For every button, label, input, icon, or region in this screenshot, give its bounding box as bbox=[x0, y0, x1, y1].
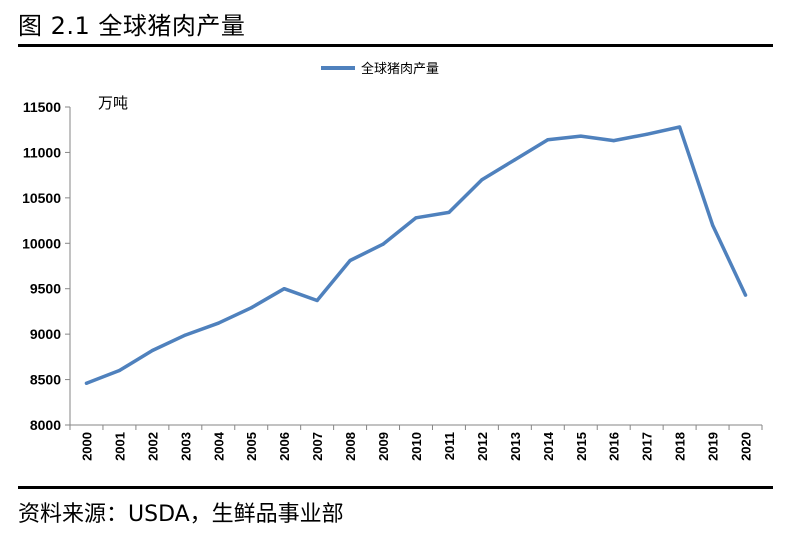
top-rule bbox=[18, 44, 773, 47]
data-point bbox=[480, 178, 484, 182]
x-tick-label: 2015 bbox=[574, 432, 589, 461]
line-chart: 8000 8500 9000 9500 10000 10500 11000 11500 200… bbox=[22, 61, 763, 461]
series-group bbox=[84, 125, 748, 385]
data-point bbox=[447, 210, 451, 214]
x-tick-label: 2018 bbox=[673, 432, 688, 461]
data-point bbox=[579, 134, 583, 138]
x-tick-label: 2020 bbox=[739, 432, 754, 461]
y-tick-label: 10000 bbox=[22, 235, 61, 251]
y-tick-label: 9500 bbox=[30, 281, 61, 297]
data-point bbox=[743, 293, 748, 297]
x-tick-labels: 2000 2001 2002 2003 2004 2005 2006 2007 2008 2009… bbox=[79, 431, 753, 461]
y-tick-label: 8000 bbox=[30, 417, 61, 433]
x-tick-label: 2008 bbox=[343, 432, 358, 461]
y-unit-label: 万吨 bbox=[98, 95, 128, 112]
data-point bbox=[348, 258, 352, 263]
chart-legend: 全球猪肉产量 bbox=[321, 61, 439, 76]
x-tick-label: 2011 bbox=[442, 432, 457, 460]
chart-axes bbox=[65, 106, 763, 430]
data-point bbox=[117, 368, 122, 373]
x-tick-label: 2005 bbox=[244, 432, 259, 461]
x-tick-label: 2006 bbox=[277, 432, 292, 461]
data-point bbox=[678, 125, 682, 129]
data-point bbox=[315, 298, 319, 303]
data-point bbox=[612, 139, 616, 143]
x-tick-label: 2007 bbox=[310, 432, 325, 461]
x-tick-label: 2009 bbox=[376, 432, 391, 461]
source-note: 资料来源：USDA，生鲜品事业部 bbox=[18, 502, 344, 527]
bottom-rule bbox=[18, 486, 773, 489]
y-tick-label: 11000 bbox=[23, 144, 61, 160]
x-tick-label: 2013 bbox=[508, 432, 523, 461]
data-point bbox=[381, 242, 385, 246]
x-tick-label: 2014 bbox=[541, 431, 556, 461]
y-tick-label: 8500 bbox=[30, 372, 61, 388]
series-line bbox=[84, 125, 748, 385]
figure-title: 图 2.1 全球猪肉产量 bbox=[18, 12, 246, 40]
x-tick-label: 2016 bbox=[607, 432, 622, 461]
x-tick-label: 2000 bbox=[79, 432, 94, 461]
x-tick-label: 2012 bbox=[475, 432, 490, 461]
data-point bbox=[282, 287, 286, 291]
x-tick-label: 2010 bbox=[409, 432, 424, 461]
x-tick-label: 2003 bbox=[178, 432, 193, 461]
data-point bbox=[546, 138, 550, 142]
x-tick-label: 2019 bbox=[706, 432, 721, 461]
data-point bbox=[249, 306, 253, 310]
x-tick-label: 2002 bbox=[145, 432, 160, 461]
legend-label: 全球猪肉产量 bbox=[361, 61, 439, 76]
y-tick-label: 11500 bbox=[23, 99, 61, 115]
data-point bbox=[710, 223, 715, 227]
data-point bbox=[150, 348, 154, 353]
data-point bbox=[84, 381, 89, 385]
data-point bbox=[414, 216, 418, 220]
y-tick-label: 9000 bbox=[30, 326, 61, 342]
data-point bbox=[216, 321, 220, 325]
data-point bbox=[645, 132, 649, 136]
x-tick-label: 2001 bbox=[112, 432, 127, 461]
x-tick-label: 2017 bbox=[640, 432, 655, 461]
data-point bbox=[183, 333, 187, 337]
data-point bbox=[513, 158, 517, 162]
x-tick-label: 2004 bbox=[211, 431, 226, 461]
y-tick-label: 10500 bbox=[22, 190, 61, 206]
y-tick-labels: 8000 8500 9000 9500 10000 10500 11000 11500 bbox=[22, 99, 61, 433]
